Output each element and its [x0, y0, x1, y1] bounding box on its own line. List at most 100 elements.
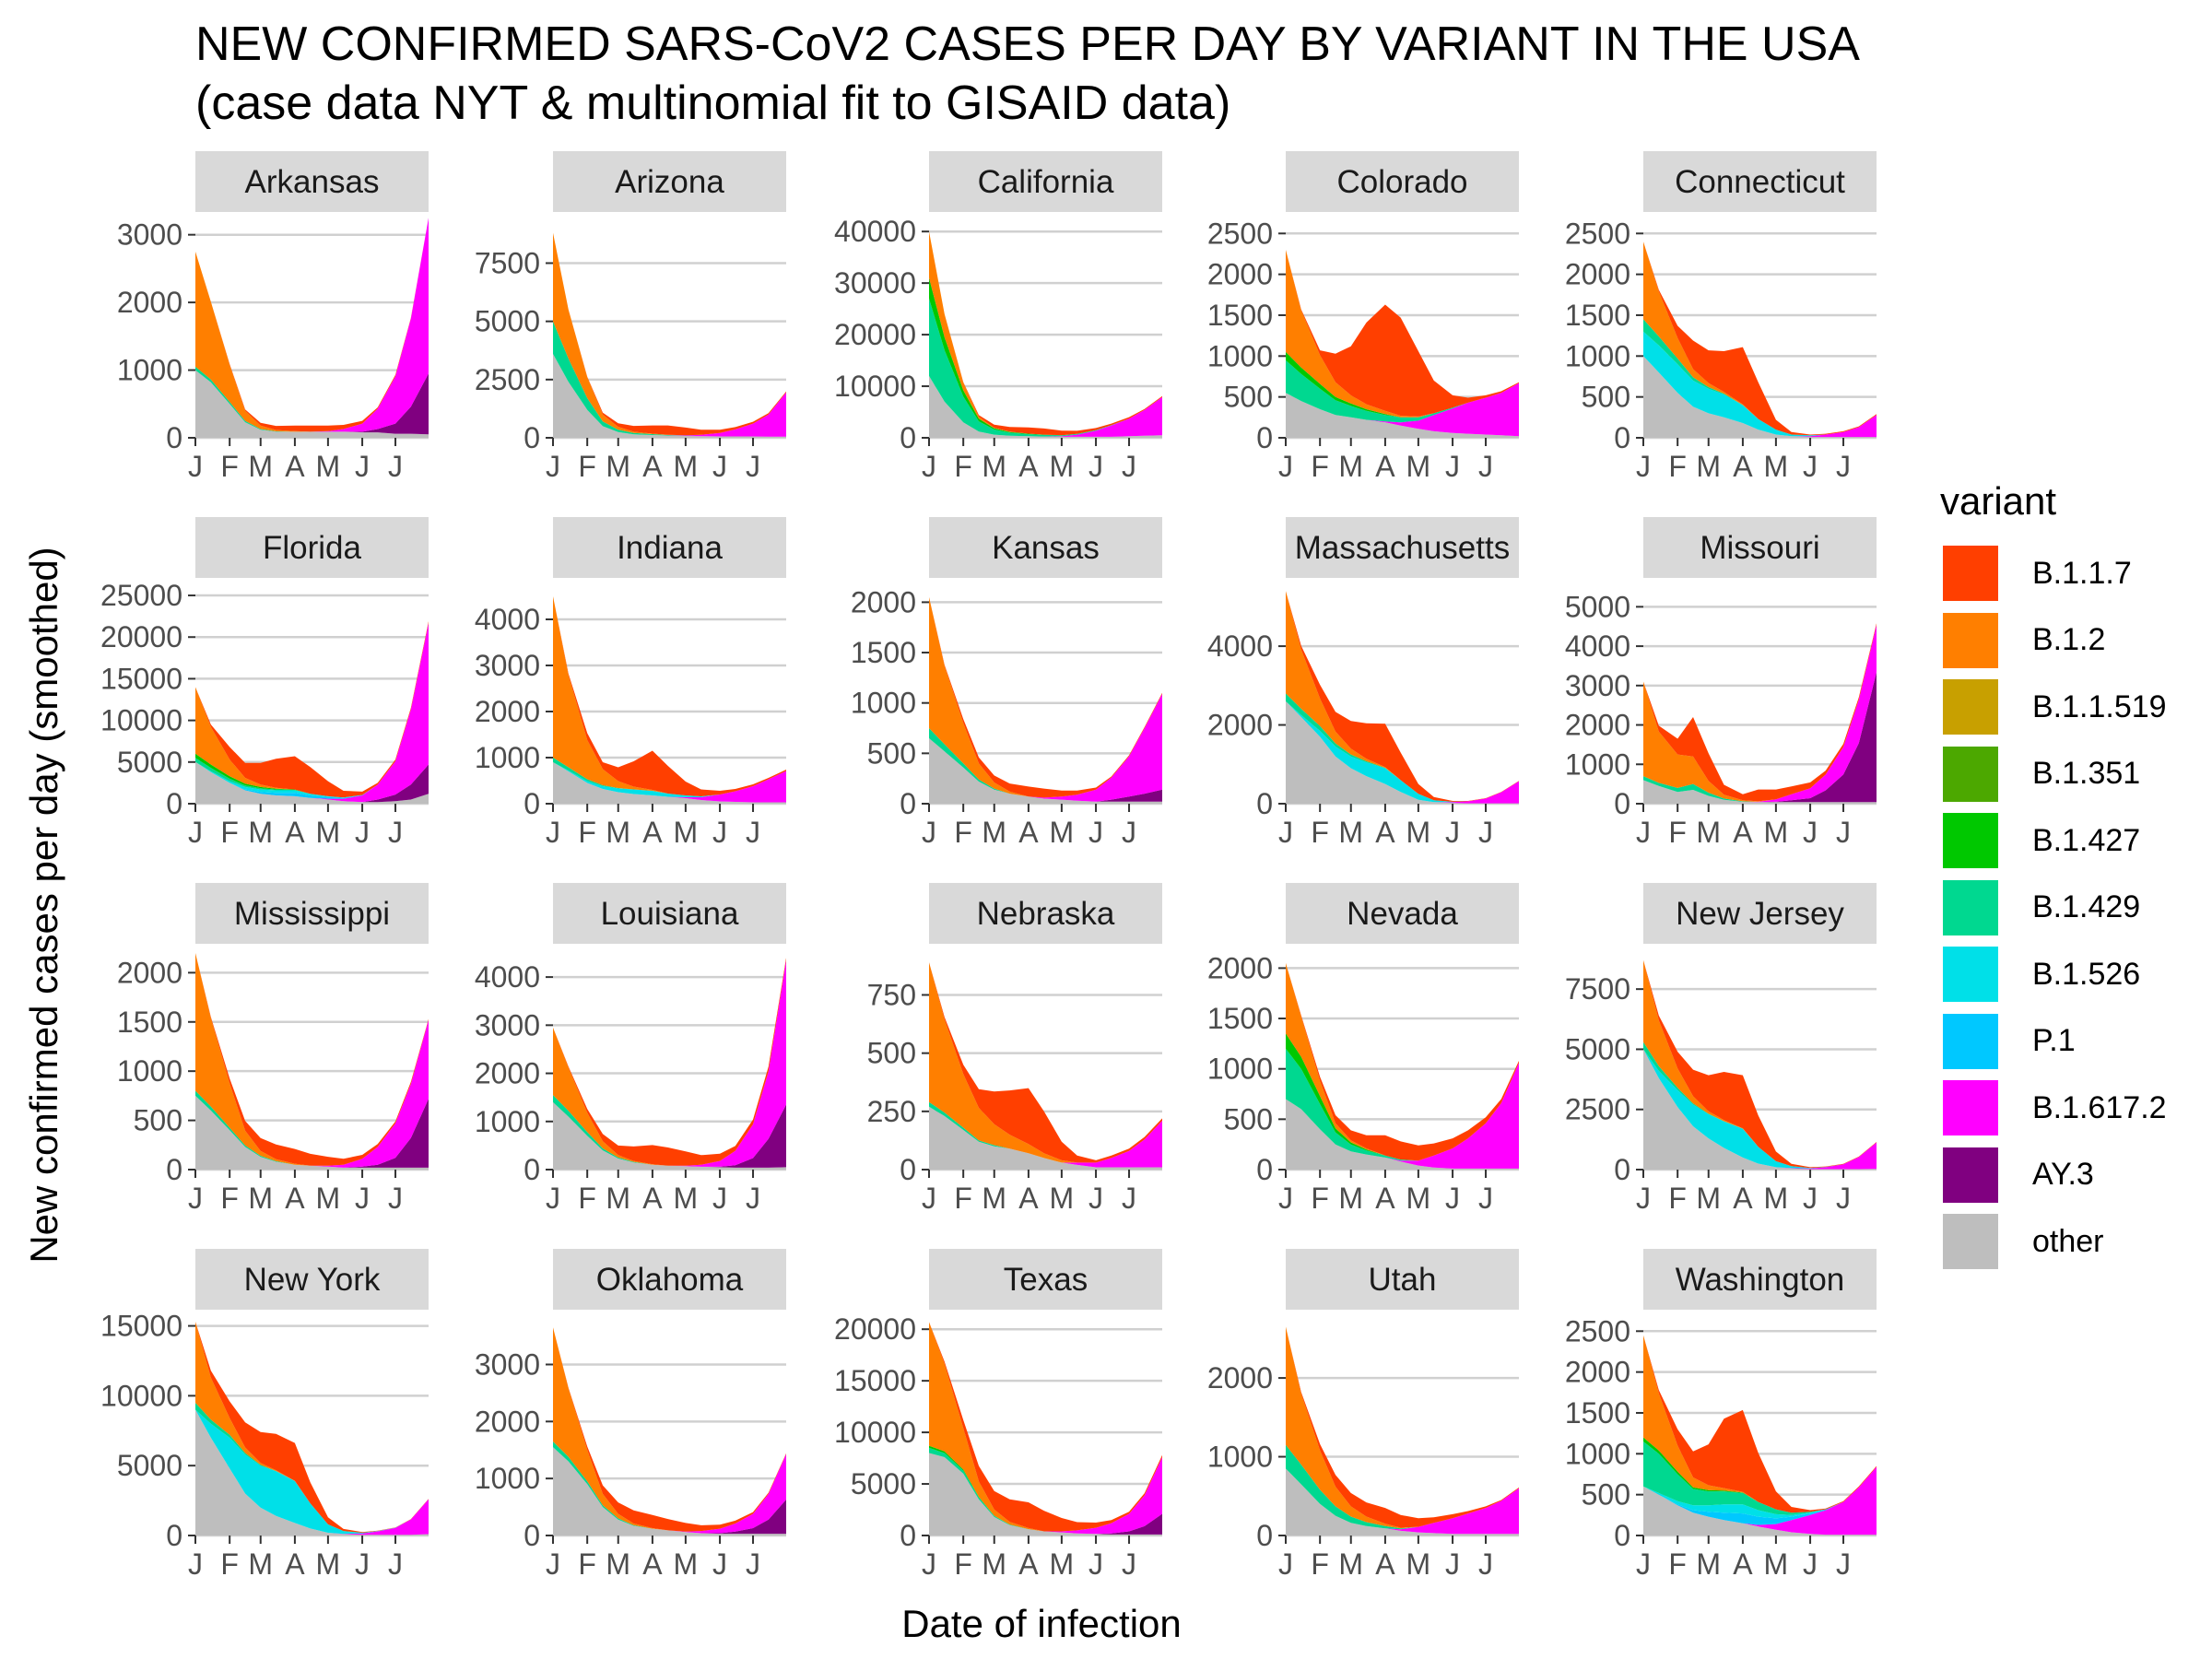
x-tick-label: J: [355, 816, 370, 849]
legend-key-b-1-427: [1940, 810, 2001, 872]
x-tick-label: J: [1636, 1547, 1651, 1581]
y-tick-label: 1500: [1207, 299, 1273, 332]
y-axis-label: New confirmed cases per day (smoothed): [22, 547, 65, 1264]
area-b-1-429: [929, 298, 1162, 437]
y-tick-label: 2000: [1207, 951, 1273, 984]
y-tick-label: 2000: [1565, 1356, 1630, 1389]
x-tick-label: M: [1050, 1182, 1075, 1215]
legend-title: variant: [1940, 479, 2057, 523]
area-b-1-526: [1643, 1466, 1877, 1519]
y-tick-label: 0: [524, 787, 540, 820]
legend-key-b-1-351: [1940, 743, 2001, 805]
area-other: [553, 1447, 786, 1535]
x-tick-label: A: [1733, 1182, 1753, 1215]
facet-strip: [929, 517, 1162, 578]
x-tick-label: M: [1696, 816, 1721, 849]
x-tick-label: M: [316, 1547, 341, 1581]
facet-strip-label: Connecticut: [1675, 164, 1845, 200]
x-tick-label: J: [1478, 1182, 1493, 1215]
x-tick-label: J: [712, 816, 727, 849]
legend-item-p-1: P.1: [1940, 1008, 2167, 1076]
area-b-1-1-7: [195, 1322, 429, 1533]
y-tick-label: 500: [1582, 1478, 1630, 1512]
x-tick-label: J: [1278, 1182, 1293, 1215]
y-tick-label: 0: [900, 421, 916, 454]
legend-item-b-1-617-2: B.1.617.2: [1940, 1075, 2167, 1142]
y-tick-label: 2500: [475, 363, 540, 396]
x-tick-label: A: [1733, 450, 1753, 483]
area-other: [195, 761, 429, 804]
area-b-1-617-2: [1286, 382, 1519, 437]
y-tick-label: 2000: [1207, 709, 1273, 742]
legend-item-b-1-427: B.1.427: [1940, 807, 2167, 875]
area-other: [1286, 1468, 1519, 1535]
area-other: [195, 370, 429, 438]
y-tick-label: 5000: [851, 1467, 916, 1500]
x-tick-label: M: [674, 1547, 699, 1581]
x-tick-label: M: [606, 1182, 630, 1215]
legend-label: P.1: [2032, 1023, 2076, 1059]
area-b-1-617-2: [929, 693, 1162, 802]
x-tick-label: J: [1278, 450, 1293, 483]
y-tick-label: 5000: [1565, 1032, 1630, 1065]
y-tick-label: 2000: [851, 585, 916, 618]
area-other: [1643, 356, 1877, 438]
y-tick-label: 1000: [1565, 747, 1630, 781]
x-tick-label: A: [642, 816, 663, 849]
x-tick-label: J: [1122, 816, 1136, 849]
x-tick-label: J: [746, 816, 760, 849]
x-tick-label: M: [248, 816, 273, 849]
y-tick-label: 0: [1256, 1519, 1273, 1552]
x-tick-label: F: [1668, 816, 1687, 849]
y-tick-label: 10000: [834, 1416, 916, 1449]
y-tick-label: 750: [867, 978, 916, 1011]
area-ay-3: [195, 370, 429, 435]
facet-strip-label: Missouri: [1700, 530, 1819, 566]
y-tick-label: 2000: [1565, 258, 1630, 291]
x-tick-label: M: [606, 1547, 630, 1581]
x-tick-label: J: [546, 1182, 560, 1215]
x-tick-label: J: [1088, 450, 1103, 483]
y-tick-label: 15000: [100, 662, 182, 695]
facet-strip-label: New York: [244, 1262, 381, 1298]
x-tick-label: J: [1636, 450, 1651, 483]
facet-strip: [553, 1249, 786, 1310]
y-tick-label: 1000: [475, 1105, 540, 1138]
x-tick-label: F: [220, 816, 239, 849]
legend-label: other: [2032, 1223, 2104, 1259]
x-tick-label: F: [578, 1182, 596, 1215]
x-tick-label: J: [922, 816, 936, 849]
x-tick-label: F: [954, 1182, 972, 1215]
y-tick-label: 1000: [475, 1462, 540, 1495]
legend-label: B.1.526: [2032, 956, 2141, 992]
facet-strip: [1643, 1249, 1877, 1310]
area-b-1-1-7: [1643, 1335, 1877, 1513]
x-tick-label: J: [1636, 1182, 1651, 1215]
y-tick-label: 0: [900, 787, 916, 820]
y-tick-label: 2000: [475, 1057, 540, 1090]
facet-strip-label: Oklahoma: [596, 1262, 744, 1298]
x-tick-label: J: [1836, 816, 1851, 849]
x-tick-label: M: [982, 1182, 1006, 1215]
y-tick-label: 0: [1614, 1519, 1630, 1552]
facet-strip: [929, 151, 1162, 212]
area-b-1-526: [195, 1409, 429, 1535]
y-tick-label: 3000: [1565, 669, 1630, 702]
y-tick-label: 20000: [100, 620, 182, 653]
x-tick-label: M: [1050, 1547, 1075, 1581]
x-tick-label: J: [712, 1182, 727, 1215]
x-tick-label: J: [388, 816, 403, 849]
x-tick-label: J: [546, 816, 560, 849]
x-tick-label: A: [1375, 816, 1395, 849]
legend-label: B.1.427: [2032, 822, 2141, 858]
x-tick-label: A: [1018, 1182, 1039, 1215]
x-tick-label: J: [1088, 816, 1103, 849]
y-tick-label: 500: [867, 1037, 916, 1070]
legend-key-p-1: [1940, 1010, 2001, 1072]
x-tick-label: A: [1018, 1547, 1039, 1581]
